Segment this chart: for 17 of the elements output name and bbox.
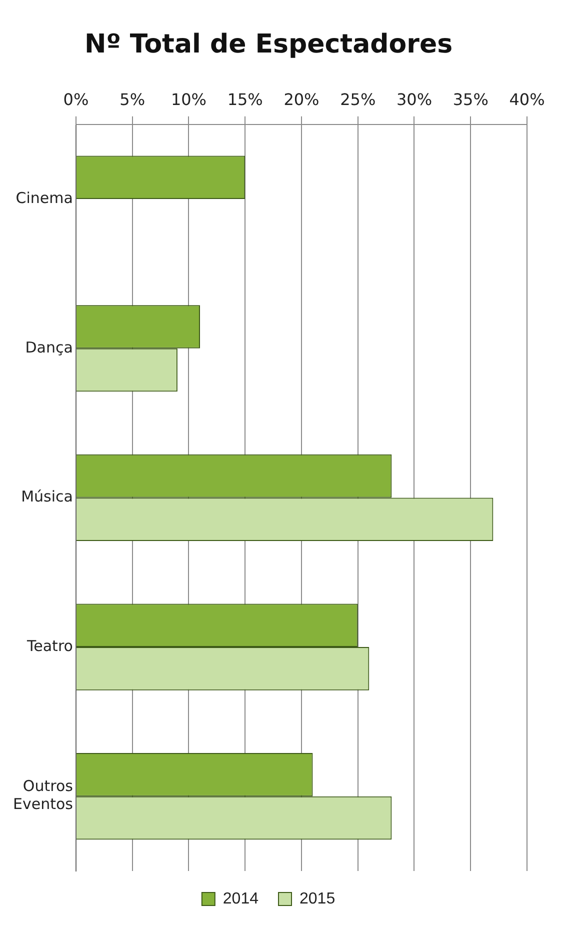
x-tick-label: 5% — [120, 90, 146, 109]
x-tick-label: 35% — [452, 90, 488, 109]
legend-label: 2015 — [300, 890, 336, 908]
x-tick-label: 20% — [284, 90, 320, 109]
y-tick-label: Teatro — [26, 636, 73, 655]
y-tick-label: Cinema — [16, 188, 73, 207]
chart-title: Nº Total de Espectadores — [84, 29, 453, 60]
x-tick-label: 10% — [170, 90, 207, 109]
legend-label: 2014 — [222, 890, 259, 908]
x-tick-label: 30% — [396, 90, 432, 109]
x-tick-label: 0% — [63, 90, 89, 109]
x-tick-label: 25% — [340, 90, 376, 109]
y-tick-label: Dança — [25, 338, 73, 356]
x-tick-label: 15% — [227, 90, 263, 109]
y-tick-label: Outros Eventos — [12, 777, 74, 814]
x-tick-label: 40% — [509, 90, 545, 109]
y-tick-label: Música — [21, 488, 73, 506]
